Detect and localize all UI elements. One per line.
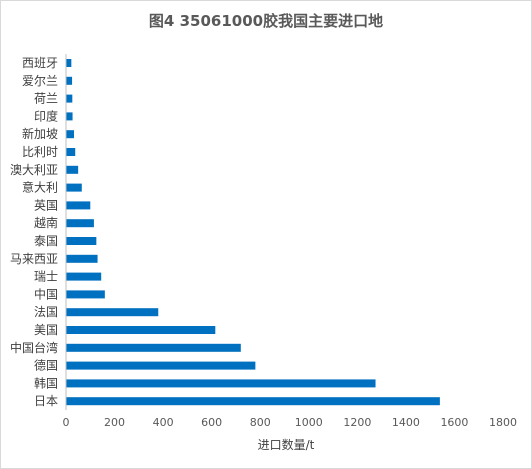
x-tick-label: 1600 <box>440 416 468 429</box>
bar-12 <box>66 272 102 281</box>
bar-7 <box>66 183 82 192</box>
x-tick-label: 400 <box>153 416 174 429</box>
category-label: 比利时 <box>22 145 58 159</box>
category-label: 美国 <box>34 323 58 337</box>
category-label: 新加坡 <box>22 126 58 141</box>
bars-group <box>66 59 440 406</box>
bar-3 <box>66 112 73 121</box>
bar-17 <box>66 361 256 370</box>
category-label: 韩国 <box>34 375 58 390</box>
category-label: 中国台湾 <box>10 340 58 355</box>
category-label: 瑞士 <box>34 270 58 284</box>
category-labels: 西班牙爱尔兰荷兰印度新加坡比利时澳大利亚意大利英国越南泰国马来西亚瑞士中国法国美… <box>10 56 58 408</box>
category-label: 中国 <box>34 286 58 301</box>
category-label: 马来西亚 <box>10 252 58 266</box>
category-label: 德国 <box>34 358 58 373</box>
category-label: 法国 <box>34 305 58 319</box>
bar-4 <box>66 130 75 139</box>
bar-0 <box>66 59 72 67</box>
x-tick-label: 200 <box>104 416 125 429</box>
x-tick-label: 1400 <box>392 416 420 429</box>
bar-6 <box>66 165 79 174</box>
x-tick-label: 1200 <box>343 416 371 429</box>
bar-11 <box>66 254 98 263</box>
category-label: 日本 <box>34 394 58 408</box>
category-label: 泰国 <box>34 234 58 248</box>
bar-18 <box>66 379 376 388</box>
x-tick-labels: 0 200 400 600 800 1000 1200 1400 1600 1800 <box>63 416 518 429</box>
category-label: 越南 <box>34 215 58 230</box>
bar-13 <box>66 290 105 299</box>
bar-16 <box>66 343 241 352</box>
x-tick-label: 600 <box>201 416 222 429</box>
bar-1 <box>66 76 73 85</box>
x-tick-label: 800 <box>250 416 271 429</box>
category-label: 爱尔兰 <box>22 73 58 88</box>
bar-10 <box>66 237 97 245</box>
bar-14 <box>66 308 159 317</box>
bar-19 <box>66 397 440 406</box>
x-tick-label: 1000 <box>295 416 323 429</box>
category-label: 英国 <box>34 198 58 212</box>
x-tick-label: 1800 <box>489 416 517 429</box>
chart-title: 图4 35061000胶我国主要进口地 <box>149 12 383 30</box>
bar-5 <box>66 148 76 156</box>
category-label: 澳大利亚 <box>10 163 58 177</box>
bar-2 <box>66 94 73 103</box>
category-label: 荷兰 <box>34 92 58 106</box>
category-label: 意大利 <box>22 180 58 195</box>
bar-8 <box>66 201 91 210</box>
bar-15 <box>66 326 216 334</box>
category-label: 印度 <box>34 108 58 123</box>
x-tick-label: 0 <box>63 416 70 429</box>
x-axis-title: 进口数量/t <box>258 437 315 452</box>
category-label: 西班牙 <box>22 56 58 70</box>
bar-9 <box>66 219 94 228</box>
